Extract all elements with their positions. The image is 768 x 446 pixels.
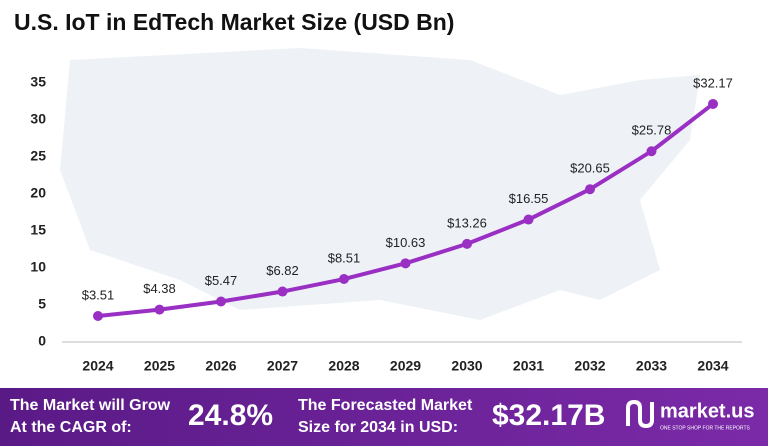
value-label: $32.17 bbox=[693, 75, 733, 90]
x-tick-label: 2034 bbox=[697, 358, 728, 374]
x-tick-label: 2031 bbox=[513, 358, 544, 374]
point bbox=[523, 214, 534, 225]
point bbox=[216, 296, 226, 307]
cagr-text: The Market will Grow bbox=[10, 397, 171, 414]
x-tick-label: 2024 bbox=[82, 358, 113, 374]
value-label: $16.55 bbox=[509, 191, 549, 206]
point bbox=[93, 311, 103, 322]
y-tick-label: 15 bbox=[30, 222, 46, 238]
value-label: $6.82 bbox=[266, 263, 299, 278]
x-tick-label: 2029 bbox=[390, 358, 421, 374]
x-tick-label: 2028 bbox=[328, 358, 359, 374]
point bbox=[708, 98, 718, 109]
value-label: $5.47 bbox=[205, 273, 238, 288]
point bbox=[400, 258, 411, 269]
x-tick-label: 2032 bbox=[574, 358, 605, 374]
brand-tagline: ONE STOP SHOP FOR THE REPORTS bbox=[660, 425, 751, 431]
background-map bbox=[60, 48, 700, 320]
cagr-text: At the CAGR of: bbox=[10, 419, 132, 436]
brand-logo bbox=[626, 399, 654, 429]
y-tick-label: 10 bbox=[30, 259, 46, 275]
y-tick-label: 0 bbox=[38, 333, 46, 349]
value-label: $10.63 bbox=[386, 235, 426, 250]
chart-title: U.S. IoT in EdTech Market Size (USD Bn) bbox=[14, 9, 454, 35]
x-tick-label: 2026 bbox=[205, 358, 236, 374]
forecast-text: The Forecasted Market bbox=[298, 397, 473, 414]
point bbox=[585, 184, 595, 195]
x-tick-label: 2030 bbox=[451, 358, 482, 374]
y-tick-label: 5 bbox=[38, 296, 46, 312]
value-label: $20.65 bbox=[570, 161, 610, 176]
value-label: $4.38 bbox=[143, 281, 176, 296]
value-label: $25.78 bbox=[632, 123, 672, 138]
point bbox=[339, 274, 349, 285]
forecast-text: Size for 2034 in USD: bbox=[298, 419, 458, 436]
cagr-value: 24.8% bbox=[188, 399, 273, 432]
point bbox=[646, 146, 657, 157]
y-tick-label: 20 bbox=[30, 185, 46, 201]
forecast-value: $32.17B bbox=[492, 399, 605, 432]
point bbox=[154, 304, 165, 315]
point bbox=[462, 238, 472, 249]
y-tick-label: 30 bbox=[30, 111, 46, 127]
x-tick-label: 2027 bbox=[267, 358, 298, 374]
value-label: $3.51 bbox=[82, 287, 115, 302]
x-tick-label: 2025 bbox=[144, 358, 175, 374]
x-tick-label: 2033 bbox=[636, 358, 667, 374]
value-label: $8.51 bbox=[328, 250, 361, 265]
y-tick-label: 35 bbox=[30, 74, 46, 90]
value-label: $13.26 bbox=[447, 215, 487, 230]
y-tick-label: 25 bbox=[30, 148, 46, 164]
brand-name: market.us bbox=[660, 400, 755, 422]
point bbox=[277, 286, 288, 297]
